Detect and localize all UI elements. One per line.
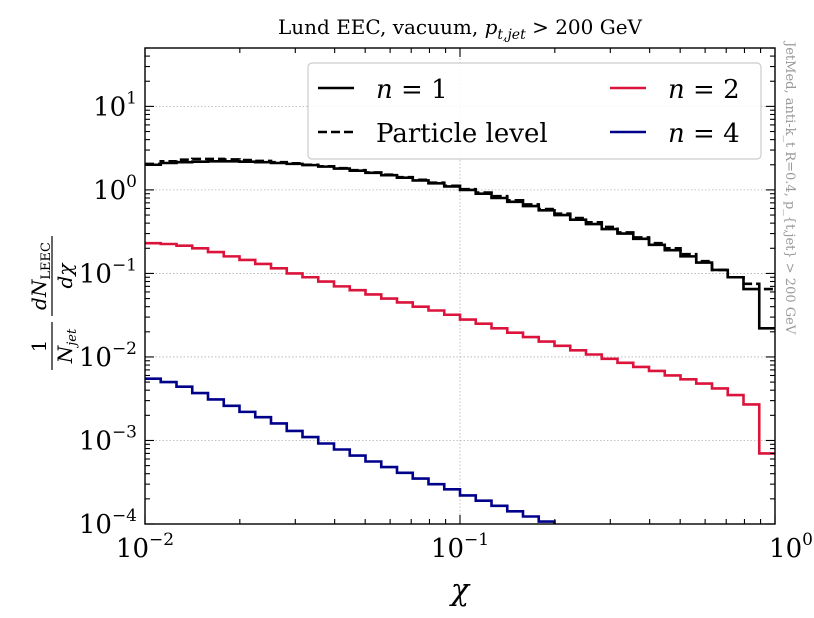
- legend-val-n2: 2: [723, 75, 740, 105]
- legend-var-n4: n: [668, 119, 685, 149]
- legend-eq-n2: =: [685, 75, 723, 105]
- y-tick-label-base: 10: [79, 510, 112, 540]
- x-tick-label: 100: [769, 530, 813, 564]
- legend-label-n2: n = 2: [668, 75, 740, 105]
- legend-var-n2: n: [668, 75, 685, 105]
- ylabel-one: 1: [27, 340, 51, 353]
- chart-title: Lund EEC, vacuum, pt,jet > 200 GeV: [278, 15, 643, 43]
- y-tick-label-exp: 1: [126, 88, 137, 108]
- legend-label-n1: n = 1: [376, 75, 448, 105]
- legend-eq-n1: =: [393, 75, 431, 105]
- y-tick-label-base: 10: [79, 426, 112, 456]
- legend-val-n4: 4: [723, 119, 740, 149]
- y-tick-label: 10−3: [79, 422, 137, 456]
- series-line-4: [145, 377, 556, 524]
- ylabel-nsub: jet: [65, 328, 80, 349]
- ylabel-n: N: [53, 344, 77, 364]
- ylabel-den: dχ: [53, 262, 77, 289]
- y-tick-label: 10−1: [79, 255, 137, 289]
- legend-label-n4: n = 4: [668, 119, 740, 149]
- series-line-2: [145, 157, 775, 291]
- x-tick-label-base: 10: [116, 534, 149, 564]
- y-tick-label-base: 10: [79, 343, 112, 373]
- legend-var-n1: n: [376, 75, 393, 105]
- title-rest: > 200 GeV: [526, 15, 643, 39]
- y-tick-label-base: 10: [79, 259, 112, 289]
- y-axis-label: 1 Njet dNLEEC dχ: [27, 236, 80, 370]
- y-tick-label-exp: −2: [112, 339, 137, 359]
- title-p: p: [485, 15, 498, 39]
- side-annotation: JetMed, anti-k_t R=0.4, p_{t,jet} > 200 …: [782, 40, 797, 335]
- axis-ticks: [144, 47, 776, 525]
- legend: n = 1 Particle level n = 2 n = 4: [307, 62, 762, 160]
- legend-val-n1: 1: [431, 75, 448, 105]
- x-tick-label-exp: −2: [149, 530, 174, 550]
- y-tick-label: 101: [93, 88, 137, 122]
- series-group: [145, 157, 775, 524]
- x-tick-label-base: 10: [431, 534, 464, 564]
- ylabel-dn: dN: [27, 278, 51, 310]
- legend-label-particle: Particle level: [376, 119, 548, 149]
- x-axis-label: χ: [449, 573, 471, 608]
- y-tick-label: 10−4: [79, 506, 137, 540]
- title-sub: t,jet: [497, 27, 526, 43]
- x-tick-label-exp: −1: [464, 530, 489, 550]
- title-main: Lund EEC, vacuum,: [278, 15, 485, 39]
- legend-eq-n4: =: [685, 119, 723, 149]
- series-line-3: [145, 241, 775, 455]
- x-tick-label-base: 10: [769, 534, 802, 564]
- y-tick-label-exp: −1: [112, 255, 137, 275]
- x-tick-label: 10−2: [116, 530, 174, 564]
- y-tick-label-exp: 0: [126, 172, 137, 192]
- y-tick-label-exp: −4: [112, 506, 137, 526]
- ylabel-denom1: Njet: [53, 328, 80, 364]
- y-tick-label-base: 10: [93, 92, 126, 122]
- y-tick-label: 100: [93, 172, 137, 206]
- legend-box: [307, 62, 762, 160]
- y-tick-label-base: 10: [93, 176, 126, 206]
- y-tick-label: 10−2: [79, 339, 137, 373]
- ylabel-num: dNLEEC: [27, 242, 54, 310]
- y-tick-label-exp: −3: [112, 422, 137, 442]
- x-tick-label: 10−1: [431, 530, 489, 564]
- ylabel-dnsub: LEEC: [39, 242, 54, 280]
- x-tick-label-exp: 0: [802, 530, 813, 550]
